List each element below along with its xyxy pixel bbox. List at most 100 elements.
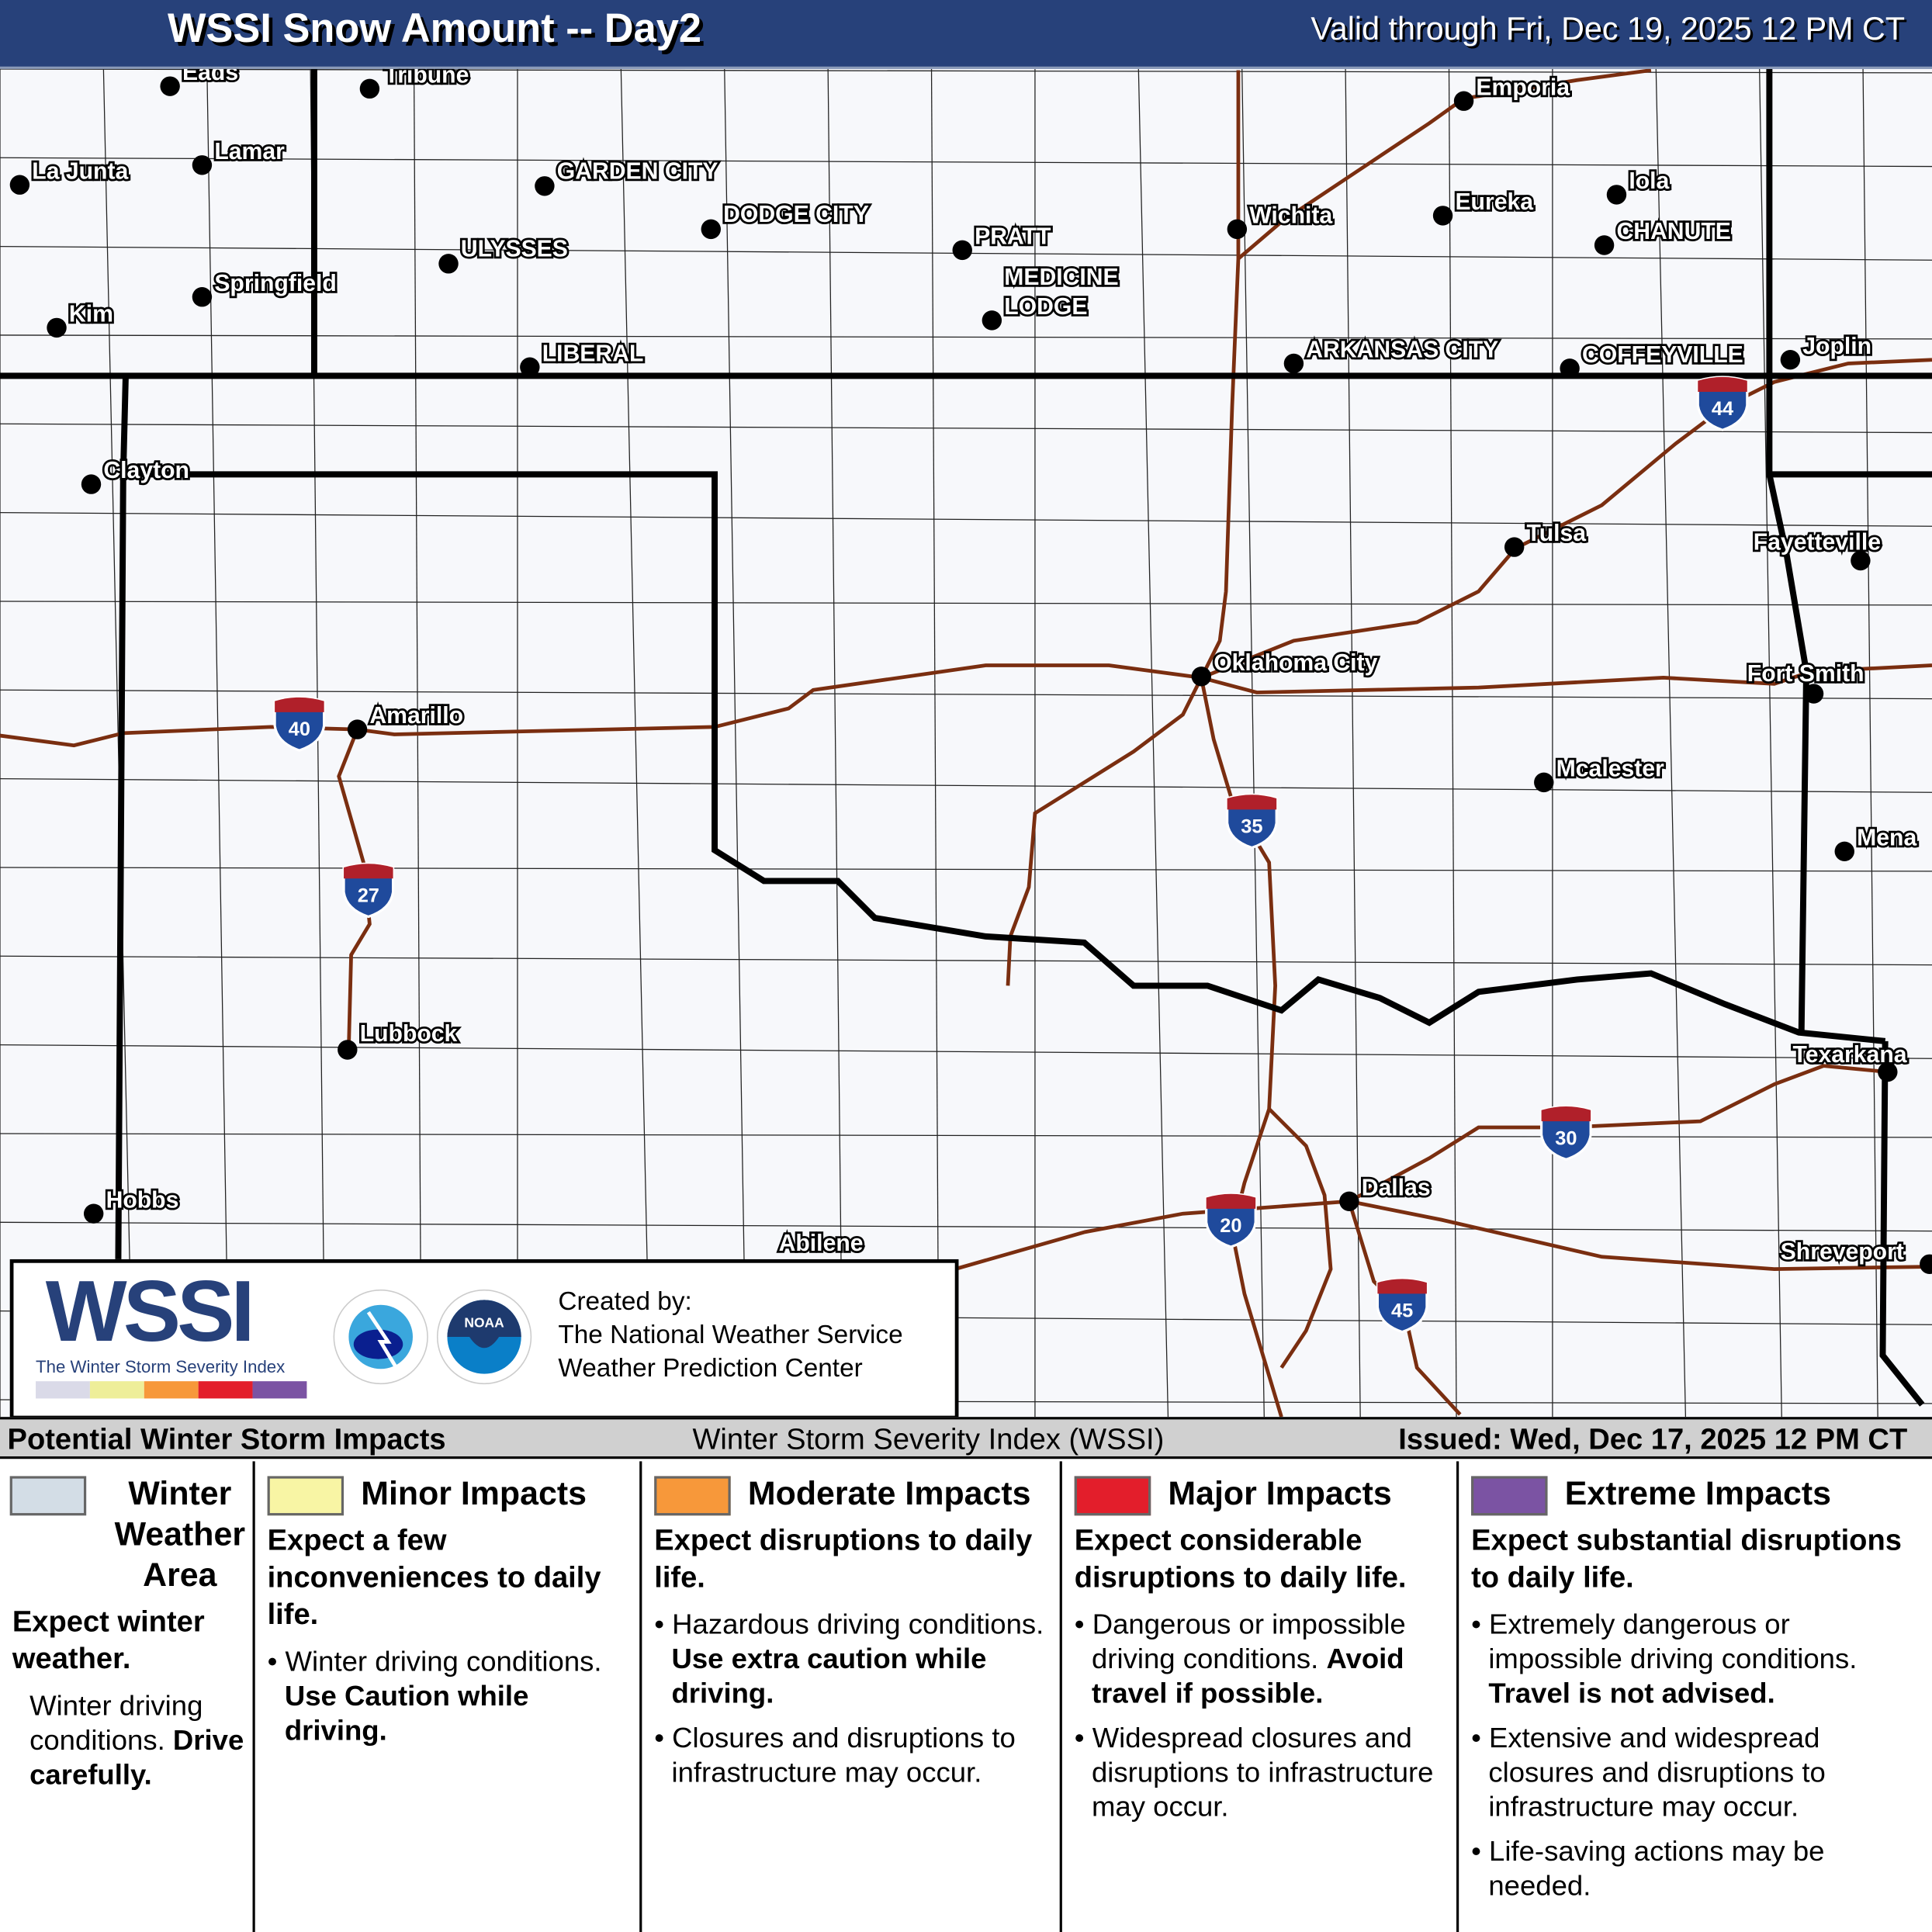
city-dot: [160, 76, 180, 96]
city-dot: [952, 240, 972, 261]
legend-category-summary: Expect winter weather.: [12, 1605, 205, 1676]
state-borders: [0, 68, 1932, 1407]
city-dot: [982, 310, 1002, 331]
map-canvas: Eads Tribune Emporia La Junta Lamar GARDEN CI…: [0, 68, 1932, 1418]
city-dot: [1453, 91, 1474, 111]
legend-category-major-impacts: Major Impacts Expect considerable disrupt…: [1062, 1461, 1459, 1932]
city-label: Amarillo: [369, 703, 463, 729]
city-dot: [520, 357, 540, 377]
legend-category-summary: Expect a few inconveniences to daily lif…: [267, 1524, 601, 1632]
title-bar: WSSI Snow Amount -- Day2 Valid through F…: [0, 0, 1932, 69]
legend-category-minor-impacts: Minor Impacts Expect a few inconveniences…: [255, 1461, 642, 1932]
city-label: Mcalester: [1556, 756, 1664, 781]
city-label: Hobbs: [106, 1187, 179, 1213]
city-dot: [1851, 550, 1871, 571]
city-dot: [1534, 772, 1554, 793]
map-title: WSSI Snow Amount -- Day2: [167, 5, 702, 51]
city-dot: [192, 155, 213, 175]
city-dot: [81, 474, 102, 494]
city-label: Dallas: [1362, 1175, 1431, 1200]
city-label: Iola: [1629, 168, 1669, 194]
city-dot: [1432, 206, 1453, 226]
city-dot: [438, 254, 459, 274]
wssi-logo: WSSI: [45, 1262, 255, 1359]
legend-category-title: Moderate Impacts: [747, 1474, 1031, 1512]
legend-bullet: Winter driving conditions. Drive careful…: [29, 1689, 244, 1791]
legend-bullet: • Widespread closures and disruptions to…: [1074, 1721, 1434, 1823]
city-label: Emporia: [1476, 74, 1570, 100]
legend-bullet: • Hazardous driving conditions. Use extr…: [654, 1608, 1044, 1709]
city-dot: [347, 719, 368, 739]
city-label: Lamar: [214, 139, 285, 164]
svg-text:27: 27: [358, 885, 379, 906]
noaa-logo: NOAA: [436, 1289, 532, 1385]
city-label: LIBERAL: [542, 341, 644, 366]
legend-bullet: • Life-saving actions may be needed.: [1471, 1834, 1825, 1902]
valid-time: Valid through Fri, Dec 19, 2025 12 PM CT: [1311, 9, 1906, 47]
city-label: Fort Smith: [1747, 661, 1864, 687]
legend-category-body: Expect a few inconveniences to daily lif…: [268, 1523, 635, 1747]
legend-category-body: Expect disruptions to daily life. • Hazar…: [654, 1523, 1054, 1789]
city-label: PRATT: [975, 223, 1051, 249]
city-label: Mena: [1857, 825, 1916, 850]
map-area: Eads Tribune Emporia La Junta Lamar GARDEN CI…: [0, 68, 1932, 1420]
legend-category-winter-weather-area: Winter Weather Area Expect winter weather…: [0, 1461, 255, 1932]
city-dot: [1594, 235, 1615, 255]
city-dot: [1920, 1254, 1932, 1274]
city-dot: [83, 1203, 104, 1224]
interstate-shield-45: 45: [1376, 1277, 1428, 1334]
city-markers: Eads Tribune Emporia La Junta Lamar GARDEN CI…: [9, 69, 1932, 1274]
interstate-shield-40: 40: [273, 696, 326, 752]
creator-nws: The National Weather Service: [558, 1321, 903, 1349]
city-label: ULYSSES: [461, 236, 568, 261]
scale-swatch: [144, 1381, 199, 1399]
legend-category-extreme-impacts: Extreme Impacts Expect substantial disrup…: [1459, 1461, 1932, 1932]
legend-bullet: • Winter driving conditions. Use Caution…: [267, 1644, 602, 1747]
city-label: Tulsa: [1527, 521, 1587, 546]
city-label: Clayton: [103, 458, 189, 483]
city-dot: [1834, 841, 1854, 862]
svg-text:NOAA: NOAA: [464, 1314, 504, 1330]
city-dot: [1878, 1061, 1898, 1082]
creator-wpc: Weather Prediction Center: [558, 1354, 863, 1383]
city-label: ARKANSAS CITY: [1306, 338, 1498, 363]
city-label: Eads: [182, 69, 238, 85]
city-label: Texarkana: [1793, 1042, 1907, 1068]
scale-swatch: [89, 1381, 144, 1399]
legend-category-title: Minor Impacts: [361, 1474, 587, 1512]
interstate-shield-20: 20: [1205, 1193, 1257, 1248]
logo-box: WSSI The Winter Storm Severity Index NOA…: [9, 1259, 959, 1420]
scale-swatch: [198, 1381, 253, 1399]
scale-swatch: [36, 1381, 90, 1399]
created-by-label: Created by:: [558, 1287, 692, 1316]
interstate-shields: 40 27 35 44 30 20 45: [273, 376, 1749, 1334]
legend-swatch: [9, 1476, 87, 1516]
city-label: Wichita: [1249, 203, 1332, 228]
city-label: CHANUTE: [1616, 219, 1730, 244]
city-dot: [1283, 353, 1304, 374]
legend-swatch: [1074, 1476, 1151, 1516]
svg-text:30: 30: [1555, 1127, 1577, 1149]
city-dot: [9, 175, 30, 195]
legend-bullet: • Extensive and widespread closures and …: [1471, 1721, 1826, 1823]
wssi-subtitle: The Winter Storm Severity Index: [36, 1356, 286, 1376]
city-label: DODGE CITY: [723, 202, 869, 227]
city-dot: [1504, 537, 1525, 557]
legend-category-body: Expect considerable disruptions to daily…: [1075, 1523, 1452, 1823]
svg-text:35: 35: [1241, 815, 1262, 837]
city-label: Fayetteville: [1754, 529, 1881, 555]
city-label: Oklahoma City: [1214, 650, 1377, 676]
legend-swatch: [654, 1476, 731, 1516]
city-dot: [535, 176, 555, 196]
legend-swatch: [267, 1476, 345, 1516]
legend-category-summary: Expect considerable disruptions to daily…: [1074, 1524, 1407, 1594]
legend-subtitle: Winter Storm Severity Index (WSSI): [692, 1423, 1165, 1457]
interstate-shield-44: 44: [1696, 376, 1749, 431]
city-dot: [1339, 1191, 1359, 1212]
city-dot: [1606, 185, 1627, 205]
city-label: Joplin: [1802, 334, 1871, 359]
legend-header: Potential Winter Storm Impacts Winter St…: [0, 1417, 1932, 1459]
legend-category-title: Extreme Impacts: [1564, 1474, 1831, 1512]
interstate-shield-30: 30: [1540, 1105, 1592, 1161]
